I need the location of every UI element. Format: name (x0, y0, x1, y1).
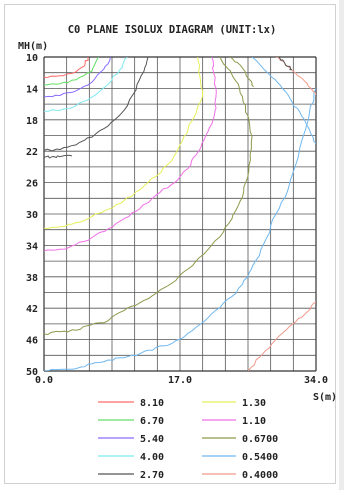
x-tick-label: 0.0 (35, 375, 53, 386)
isolux-curve-extra (230, 57, 254, 88)
legend-label: 1.10 (242, 416, 266, 427)
isolux-curve-2.70 (44, 57, 149, 152)
legend-label: 0.5400 (242, 452, 278, 463)
y-tick-label: 18 (26, 116, 38, 127)
isolux-curve-extra (275, 57, 316, 95)
isolux-curve-extra (278, 57, 292, 71)
y-tick-label: 42 (26, 304, 38, 315)
grid-lines (43, 56, 317, 372)
y-axis-label: MH(m) (18, 41, 48, 52)
isolux-curve-0.4000 (247, 301, 316, 371)
legend-label: 1.30 (242, 398, 266, 409)
y-tick-label: 14 (26, 84, 38, 95)
y-tick-label: 30 (26, 210, 38, 221)
isolux-curve-0.6700 (44, 57, 253, 335)
x-tick-label: 17.0 (168, 375, 192, 386)
isolux-curve-0.5400 (44, 88, 316, 371)
y-tick-label: 50 (26, 367, 38, 378)
isolux-curve-extra (251, 57, 316, 144)
isolux-curve-6.70 (44, 57, 99, 86)
isolux-curve-4.00 (44, 57, 128, 112)
window-edge (339, 0, 344, 490)
legend: 8.10 6.70 5.40 4.00 2.70 1.30 1.10 0.6700 0.5400… (98, 398, 278, 481)
isolux-curve-5.40 (44, 57, 111, 98)
legend-label: 4.00 (140, 452, 164, 463)
y-tick-label: 10 (26, 53, 38, 64)
x-axis-label: S(m) (313, 392, 337, 403)
isolux-curves (44, 57, 316, 371)
legend-label: 2.70 (140, 470, 164, 481)
isolux-curve-8.10 (44, 57, 89, 78)
isolux-curve-1.10 (44, 57, 217, 252)
y-tick-label: 22 (26, 147, 38, 158)
legend-label: 5.40 (140, 434, 164, 445)
isolux-curve-1.30 (44, 57, 204, 230)
legend-label: 8.10 (140, 398, 164, 409)
isolux-curve-extra (44, 154, 73, 159)
y-tick-label: 34 (26, 241, 38, 252)
axis-ticks: 10 14 18 22 26 30 34 38 42 46 500.0 17.0 34.0 (26, 53, 328, 386)
chart-title: C0 PLANE ISOLUX DIAGRAM (UNIT:lx) (68, 24, 277, 36)
x-tick-label: 34.0 (304, 375, 328, 386)
legend-label: 6.70 (140, 416, 164, 427)
legend-label: 0.4000 (242, 470, 278, 481)
legend-label: 0.6700 (242, 434, 278, 445)
y-tick-label: 26 (26, 179, 38, 190)
y-tick-label: 38 (26, 273, 38, 284)
y-tick-label: 46 (26, 336, 38, 347)
